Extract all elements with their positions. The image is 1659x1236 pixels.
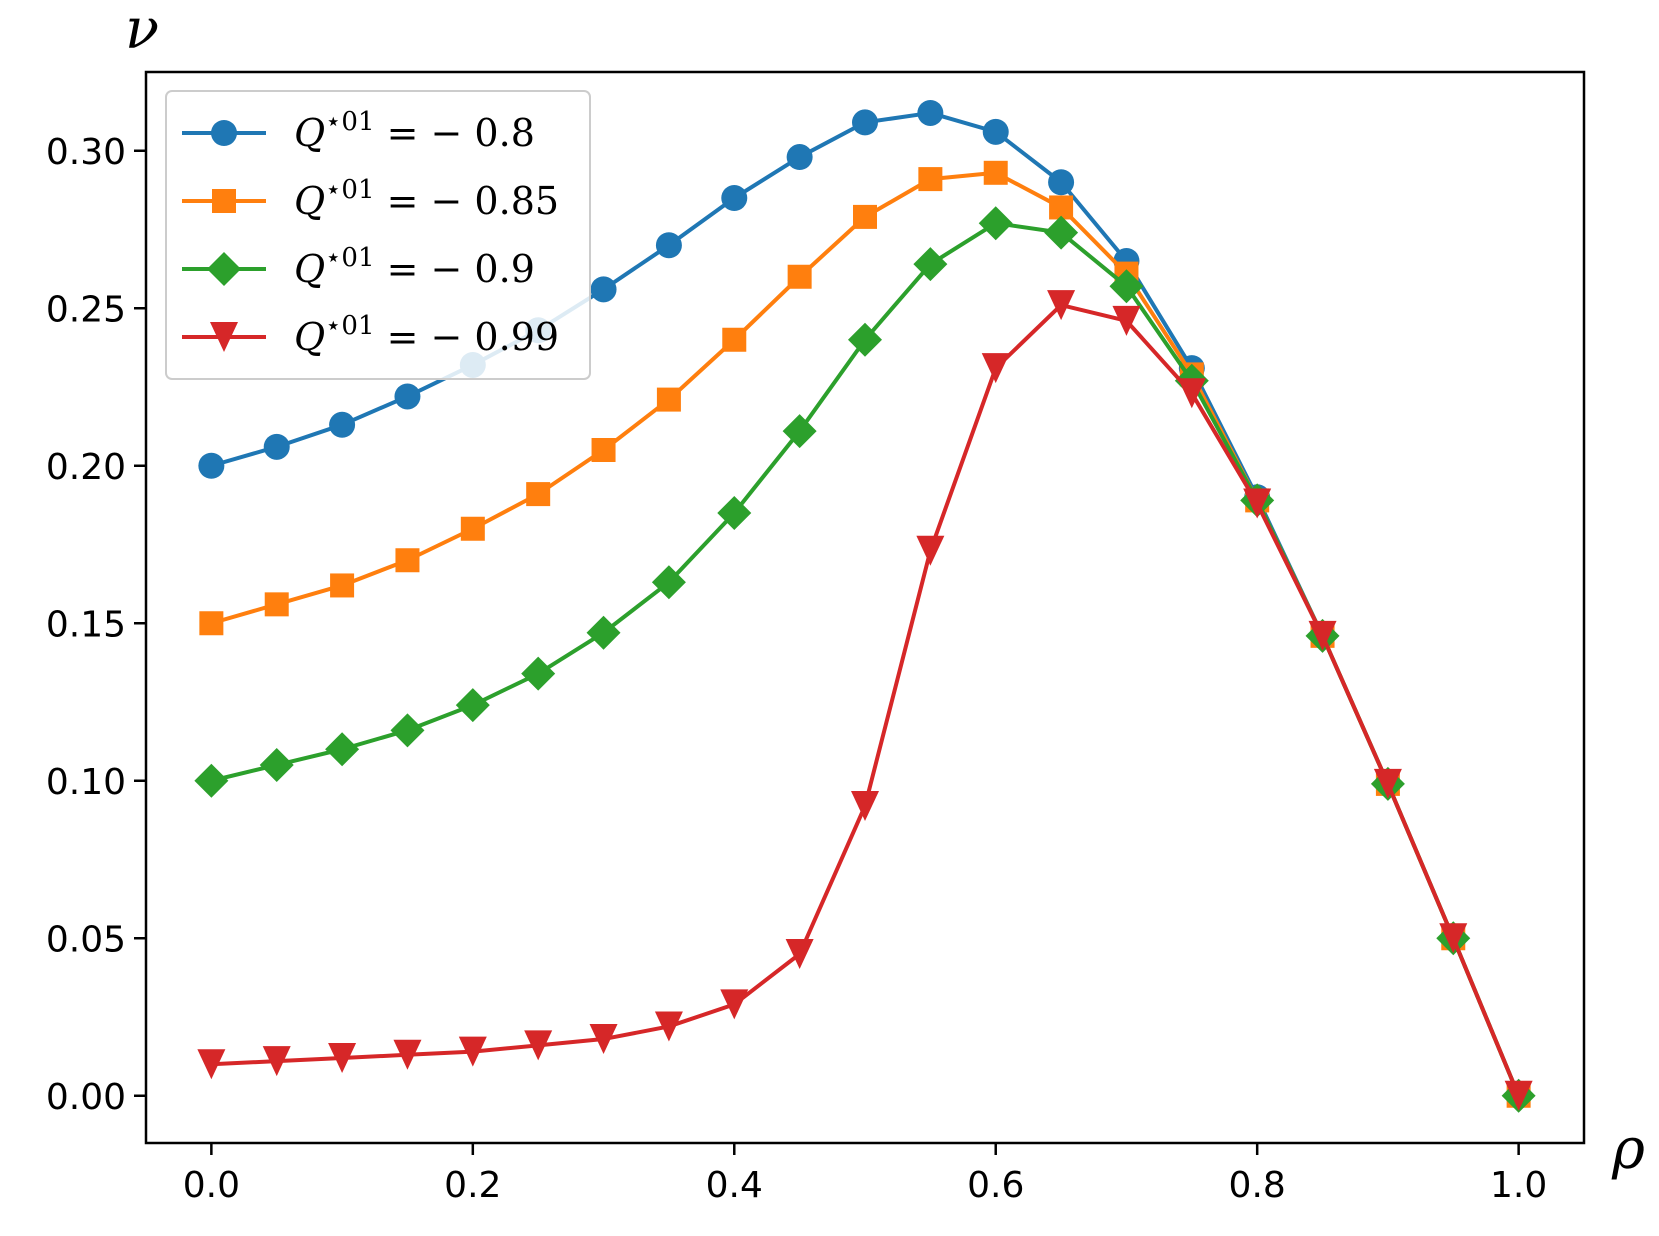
y-tick-label: 0.10 (46, 762, 126, 803)
legend-marker (210, 322, 238, 352)
data-point (978, 206, 1013, 241)
data-point (853, 204, 877, 229)
data-point (590, 276, 617, 303)
legend-label: Q⋆01 = − 0.8 (294, 107, 535, 155)
x-tick-label: 0.8 (1229, 1165, 1286, 1206)
data-point (785, 939, 814, 969)
y-tick-label: 0.00 (46, 1077, 126, 1118)
data-point (1112, 305, 1141, 336)
x-tick-label: 1.0 (1490, 1165, 1547, 1206)
data-point (852, 109, 878, 136)
legend-label: Q⋆01 = − 0.9 (294, 243, 535, 291)
data-point (330, 573, 355, 598)
data-point (786, 144, 813, 171)
series-4 (197, 290, 1533, 1111)
data-point (1243, 488, 1272, 519)
legend-marker (211, 120, 237, 146)
data-point (589, 1024, 618, 1055)
data-point (394, 383, 421, 410)
y-axis-label: ν (125, 0, 159, 62)
data-point (782, 414, 817, 449)
data-point (325, 732, 360, 767)
x-tick-label: 0.2 (444, 1165, 501, 1206)
data-point (1109, 269, 1144, 304)
data-point (1308, 620, 1337, 651)
data-point (395, 548, 420, 573)
data-point (655, 232, 682, 259)
data-point (521, 656, 556, 691)
data-point (1504, 1080, 1533, 1111)
data-point (1177, 378, 1206, 409)
data-point (328, 1042, 357, 1073)
data-point (526, 482, 551, 507)
legend-item: Q⋆01 = − 0.9 (182, 243, 535, 291)
legend-item: Q⋆01 = − 0.8 (182, 107, 535, 155)
data-point (721, 185, 748, 211)
y-tick-label: 0.30 (46, 132, 126, 173)
data-point (787, 264, 812, 289)
legend-label: Q⋆01 = − 0.99 (294, 311, 559, 359)
data-point (1044, 215, 1079, 250)
legend-marker (207, 252, 241, 286)
data-point (390, 713, 425, 748)
data-point (194, 763, 229, 798)
data-point (393, 1039, 422, 1070)
data-point (591, 438, 616, 462)
data-point (455, 688, 490, 723)
data-point (720, 989, 749, 1020)
data-point (848, 322, 882, 357)
data-point (198, 452, 225, 479)
x-tick-label: 0.4 (706, 1165, 763, 1206)
data-point (263, 433, 290, 460)
data-point (1439, 923, 1468, 954)
x-axis: 0.0 0.2 0.4 0.6 0.8 1.0 (183, 1143, 1547, 1206)
data-point (1049, 195, 1074, 220)
legend-frame (165, 90, 591, 380)
y-tick-label: 0.25 (46, 289, 126, 330)
y-tick-label: 0.15 (46, 604, 126, 645)
data-point (918, 167, 943, 192)
legend-item: Q⋆01 = − 0.99 (182, 311, 559, 359)
x-tick-label: 0.6 (967, 1165, 1024, 1206)
x-tick-label: 0.0 (183, 1165, 240, 1206)
plot-frame (144, 70, 1586, 1145)
data-point (917, 99, 944, 126)
data-point (262, 1046, 291, 1077)
legend-marker (212, 189, 236, 213)
data-point (656, 387, 681, 412)
y-tick-label: 0.05 (46, 919, 126, 960)
data-point (1373, 768, 1402, 799)
x-axis-label: ρ (1611, 1117, 1645, 1182)
data-point (913, 247, 948, 282)
data-point (460, 516, 485, 541)
data-point (329, 411, 356, 438)
data-point (524, 1030, 553, 1061)
y-tick-label: 0.20 (46, 447, 126, 488)
data-point (722, 327, 747, 352)
data-point (654, 1011, 683, 1042)
legend-item: Q⋆01 = − 0.85 (182, 175, 559, 223)
legend-label: Q⋆01 = − 0.85 (294, 175, 559, 223)
data-point (651, 565, 686, 600)
legend: Q⋆01 = − 0.8 Q⋆01 = − 0.85 Q⋆01 = − 0.9 Q⋆0… (165, 90, 591, 380)
data-point (259, 748, 294, 782)
data-point (981, 353, 1010, 384)
data-point (199, 611, 224, 636)
data-point (983, 160, 1008, 185)
y-axis: 0.00 0.05 0.10 0.15 0.20 0.25 0.30 (46, 132, 146, 1118)
data-point (264, 592, 289, 617)
data-point (982, 118, 1009, 145)
data-point (916, 535, 945, 566)
data-point (851, 790, 879, 821)
data-point (197, 1049, 226, 1080)
data-point (717, 496, 752, 530)
data-point (1047, 290, 1076, 321)
data-point (1048, 169, 1075, 196)
data-point (458, 1036, 487, 1067)
data-point (586, 615, 621, 650)
